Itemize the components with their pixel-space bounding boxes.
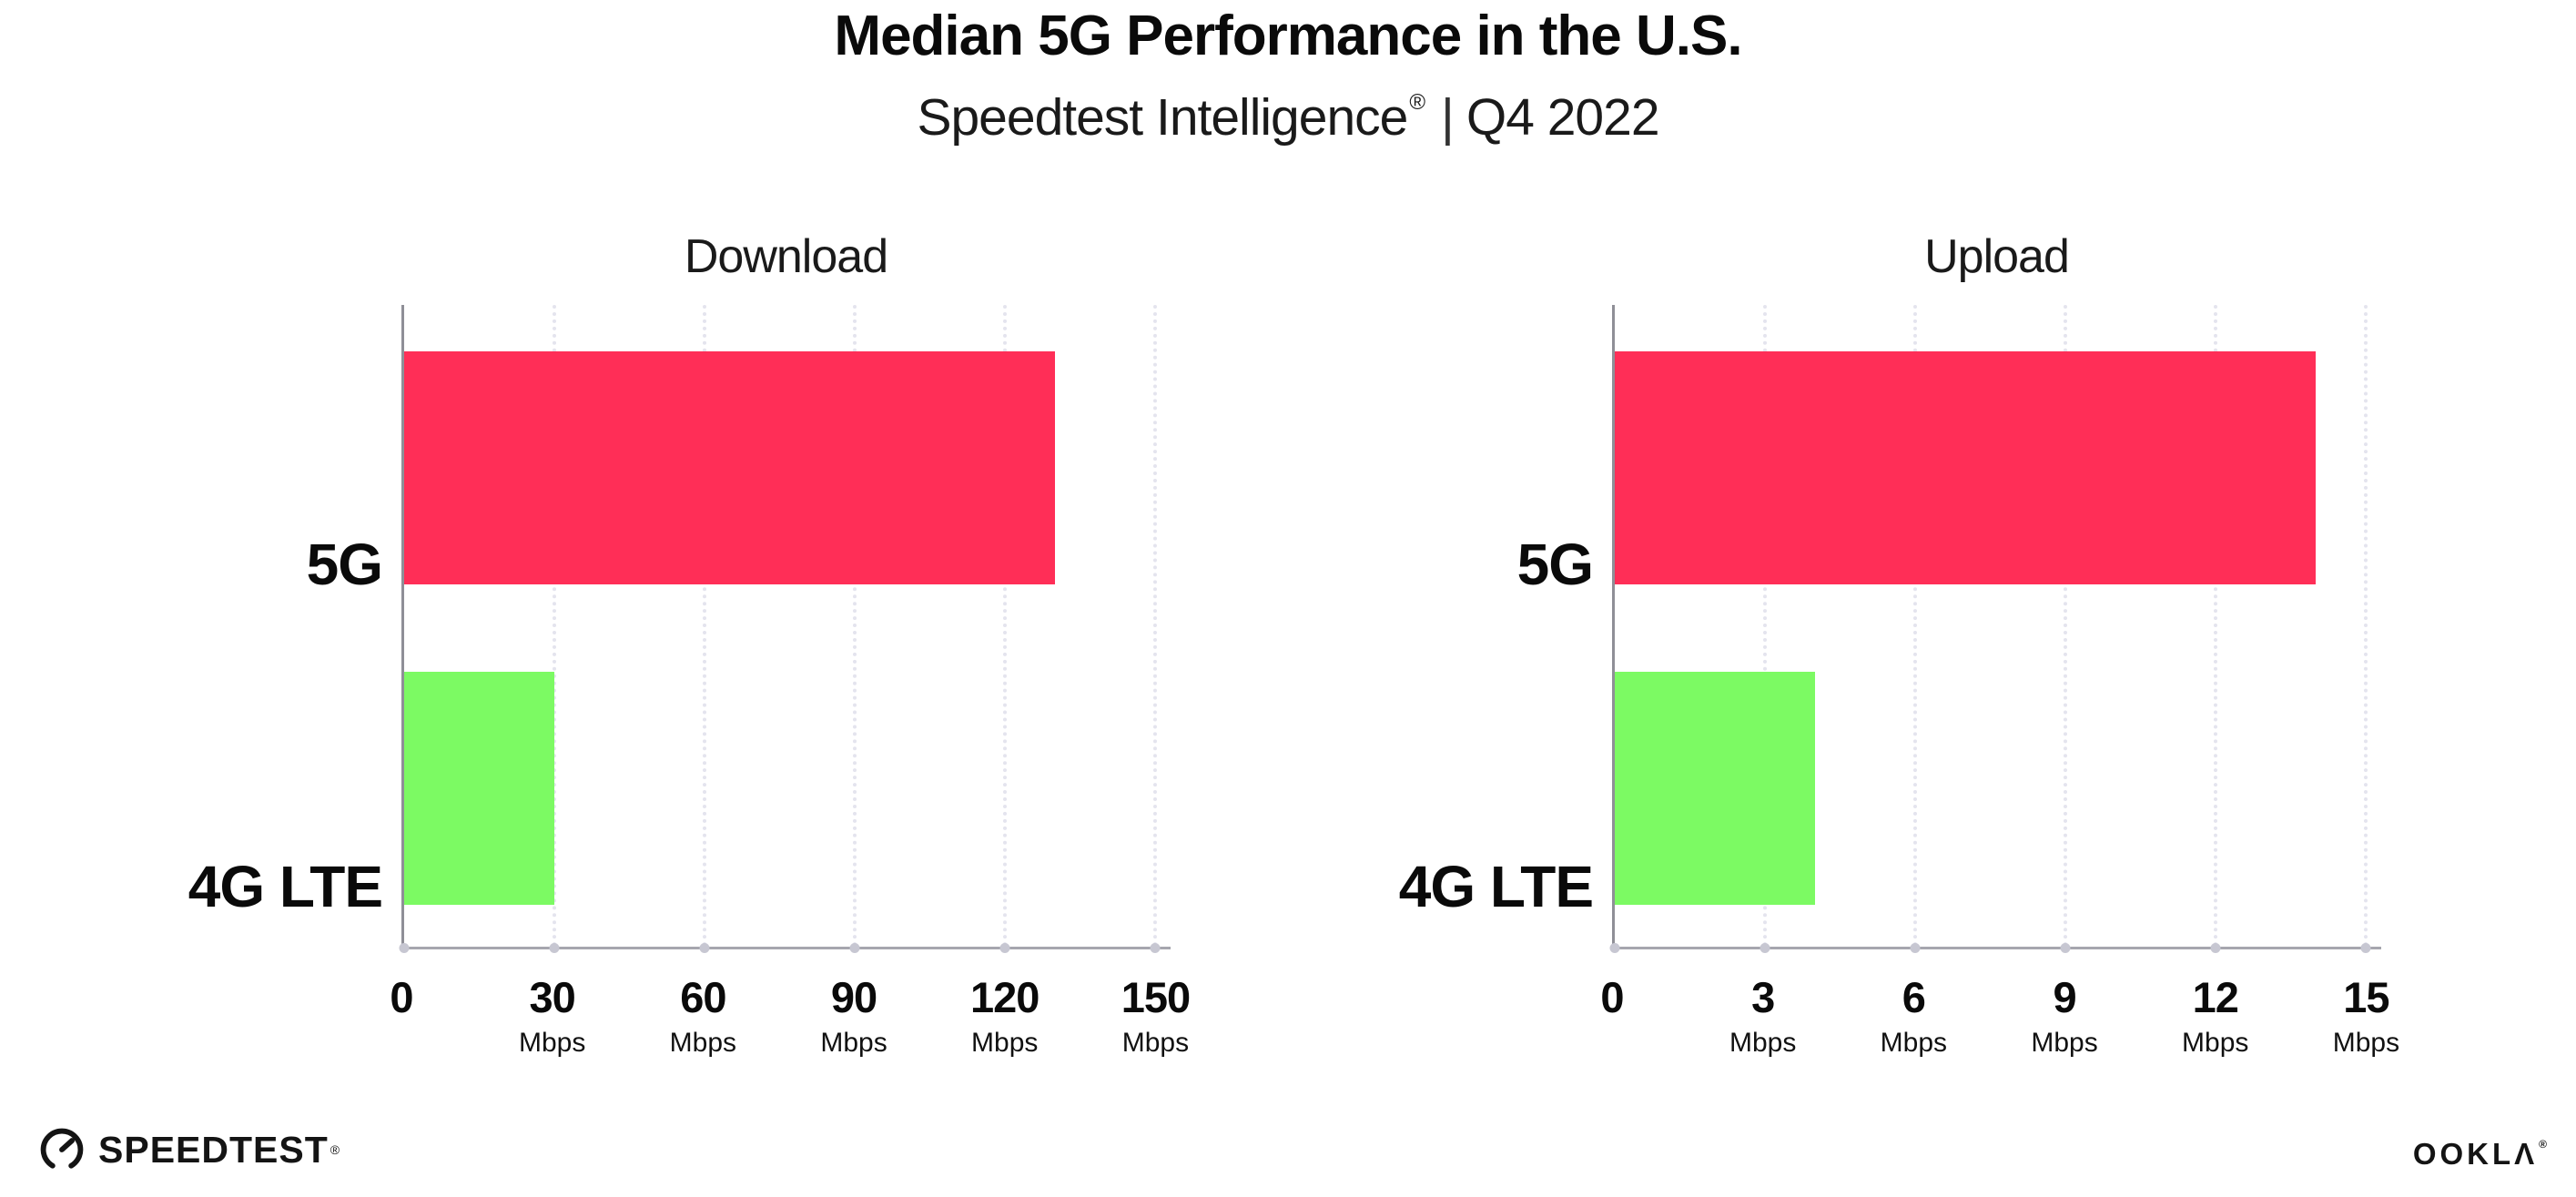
5g-bar	[404, 351, 1056, 585]
gridline-30	[553, 305, 557, 947]
gridline-6	[1913, 305, 1918, 947]
x-tick-value: 30	[529, 973, 576, 1021]
x-tick-60: 60 Mbps	[670, 972, 736, 1059]
axis-tick-dot-9	[2060, 943, 2071, 953]
axis-tick-dot-0	[1609, 943, 1620, 953]
x-tick-unit: Mbps	[1729, 1028, 1797, 1058]
x-tick-120: 120 Mbps	[970, 972, 1040, 1059]
upload-x-axis-ticks: 0 3 Mbps 6 Mbps 9 Mbps 12 Mbps 15 Mbps	[1600, 972, 2399, 1100]
axis-tick-dot-12	[2210, 943, 2221, 953]
subtitle-separator: |	[1441, 88, 1455, 147]
x-tick-value: 3	[1751, 973, 1775, 1021]
ookla-trademark-icon: ®	[2539, 1138, 2551, 1151]
gridline-3	[1763, 305, 1768, 947]
axis-tick-dot-6	[1910, 943, 1921, 953]
5g-category-label: 5G	[306, 532, 383, 597]
subtitle-brand: Speedtest Intelligence	[917, 88, 1408, 147]
x-tick-value: 6	[1902, 973, 1926, 1021]
registered-mark-icon: ®	[1409, 90, 1425, 115]
5g-bar	[1615, 351, 2317, 585]
axis-tick-dot-120	[999, 943, 1010, 953]
x-tick-value: 90	[830, 973, 877, 1021]
x-tick-unit: Mbps	[518, 1028, 586, 1058]
x-tick-unit: Mbps	[669, 1028, 737, 1058]
axis-tick-dot-90	[849, 943, 860, 953]
axis-tick-dot-60	[699, 943, 710, 953]
x-tick-unit: Mbps	[971, 1028, 1039, 1058]
x-tick-90: 90 Mbps	[820, 972, 887, 1059]
x-tick-unit: Mbps	[820, 1028, 887, 1058]
gridline-12	[2214, 305, 2218, 947]
speedtest-logo: SPEEDTEST ®	[36, 1124, 340, 1175]
gridline-9	[2064, 305, 2068, 947]
4g-lte-bar	[1615, 672, 1816, 906]
x-tick-12: 12 Mbps	[2182, 972, 2248, 1059]
x-tick-unit: Mbps	[2031, 1028, 2098, 1058]
download-chart-title: Download	[684, 230, 888, 283]
speedtest-gauge-icon	[36, 1124, 87, 1175]
4g-lte-bar	[404, 672, 555, 906]
gridline-90	[853, 305, 857, 947]
x-tick-150: 150 Mbps	[1121, 972, 1191, 1059]
upload-chart-title: Upload	[1924, 230, 2070, 283]
speedtest-trademark-icon: ®	[330, 1142, 340, 1157]
x-tick-0: 0	[390, 972, 413, 1022]
x-tick-unit: Mbps	[2182, 1028, 2249, 1058]
x-tick-9: 9 Mbps	[2031, 972, 2097, 1059]
axis-tick-dot-15	[2360, 943, 2371, 953]
page-subtitle: Speedtest Intelligence® | Q4 2022	[0, 87, 2576, 147]
gridline-150	[1153, 305, 1158, 947]
footer: SPEEDTEST ® OOKLΛ®	[0, 1115, 2576, 1197]
4g-lte-category-label: 4G LTE	[1398, 854, 1594, 919]
gridline-60	[703, 305, 707, 947]
ookla-wordmark: OOKLΛ	[2412, 1137, 2539, 1171]
page-title: Median 5G Performance in the U.S.	[834, 5, 1742, 67]
upload-plot-area	[1609, 305, 2381, 953]
x-tick-unit: Mbps	[1121, 1028, 1190, 1058]
upload-chart: Upload 0 3 Mbps 6 Mbps 9 Mbps 12 Mbps 15 Mbps 5G 4G…	[1354, 209, 2424, 1106]
axis-tick-dot-150	[1150, 943, 1161, 953]
x-tick-unit: Mbps	[2332, 1028, 2400, 1058]
4g-lte-category-label: 4G LTE	[188, 854, 383, 919]
x-tick-value: 12	[2192, 973, 2239, 1021]
x-tick-value: 60	[680, 973, 726, 1021]
subtitle-period: Q4 2022	[1465, 88, 1660, 147]
x-tick-value: 120	[970, 973, 1040, 1021]
x-tick-15: 15 Mbps	[2333, 972, 2399, 1059]
x-tick-value: 9	[2053, 973, 2076, 1021]
x-tick-value: 0	[1600, 973, 1624, 1021]
speedtest-wordmark: SPEEDTEST	[98, 1128, 329, 1171]
axis-tick-dot-3	[1760, 943, 1770, 953]
axis-tick-dot-0	[399, 943, 410, 953]
5g-category-label: 5G	[1516, 532, 1594, 597]
download-chart: Download 0 30 Mbps 60 Mbps 90 Mbps 120 Mbps 150 Mb…	[144, 209, 1213, 1106]
ookla-logo: OOKLΛ®	[2413, 1137, 2551, 1172]
download-x-axis-ticks: 0 30 Mbps 60 Mbps 90 Mbps 120 Mbps 150 Mbps	[390, 972, 1191, 1100]
x-tick-unit: Mbps	[1880, 1028, 1948, 1058]
x-tick-6: 6 Mbps	[1881, 972, 1947, 1059]
x-tick-3: 3 Mbps	[1729, 972, 1796, 1059]
download-plot-area	[399, 305, 1171, 953]
axis-tick-dot-30	[549, 943, 560, 953]
x-tick-0: 0	[1600, 972, 1624, 1022]
x-tick-value: 0	[390, 973, 413, 1021]
gridline-15	[2364, 305, 2368, 947]
x-tick-30: 30 Mbps	[519, 972, 585, 1059]
x-tick-value: 150	[1121, 973, 1191, 1021]
gridline-120	[1003, 305, 1008, 947]
x-tick-value: 15	[2343, 973, 2389, 1021]
